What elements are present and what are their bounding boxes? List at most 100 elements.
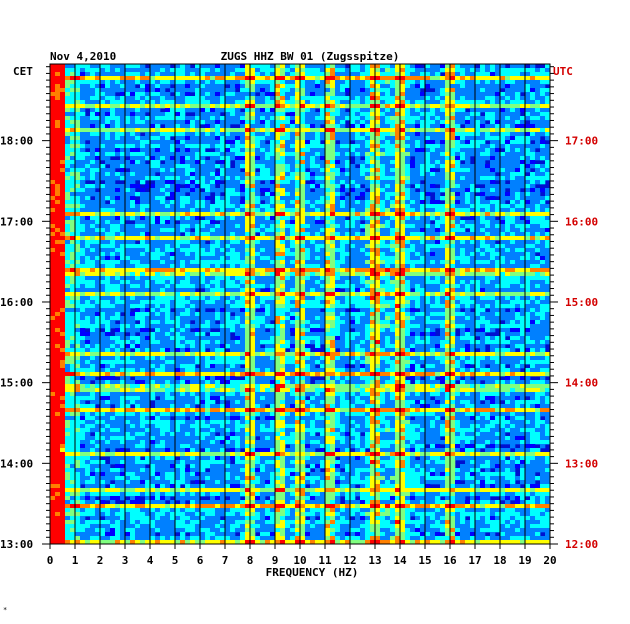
heatmap-cell <box>135 92 141 97</box>
heatmap-cell <box>405 72 411 77</box>
heatmap-cell <box>105 104 111 109</box>
heatmap-cell <box>520 96 526 101</box>
heatmap-cell <box>430 240 436 245</box>
heatmap-cell <box>490 68 496 73</box>
heatmap-cell <box>220 80 226 85</box>
heatmap-cell <box>120 128 126 133</box>
heatmap-cell <box>415 176 421 181</box>
heatmap-cell <box>65 100 71 105</box>
heatmap-cell <box>375 196 381 201</box>
heatmap-cell <box>225 164 231 169</box>
heatmap-cell <box>545 152 551 157</box>
heatmap-cell <box>225 256 231 261</box>
heatmap-cell <box>505 172 511 177</box>
heatmap-cell <box>165 92 171 97</box>
heatmap-cell <box>350 104 356 109</box>
heatmap-cell <box>250 140 256 145</box>
heatmap-cell <box>160 88 166 93</box>
heatmap-cell <box>315 124 321 129</box>
heatmap-cell <box>500 124 506 129</box>
heatmap-cell <box>410 80 416 85</box>
heatmap-cell <box>105 188 111 193</box>
heatmap-cell <box>425 228 431 233</box>
heatmap-cell <box>400 120 406 125</box>
heatmap-cell <box>55 216 61 221</box>
heatmap-cell <box>155 108 161 113</box>
heatmap-cell <box>50 104 56 109</box>
heatmap-cell <box>350 96 356 101</box>
heatmap-cell <box>275 112 281 117</box>
heatmap-cell <box>395 196 401 201</box>
heatmap-cell <box>495 128 501 133</box>
heatmap-cell <box>285 148 291 153</box>
heatmap-cell <box>50 252 56 257</box>
heatmap-cell <box>440 228 446 233</box>
heatmap-cell <box>315 200 321 205</box>
heatmap-cell <box>350 224 356 229</box>
heatmap-cell <box>440 92 446 97</box>
heatmap-cell <box>260 176 266 181</box>
heatmap-cell <box>345 116 351 121</box>
heatmap-cell <box>350 120 356 125</box>
heatmap-cell <box>490 128 496 133</box>
heatmap-cell <box>250 200 256 205</box>
heatmap-cell <box>190 260 196 265</box>
heatmap-cell <box>175 120 181 125</box>
heatmap-cell <box>265 160 271 165</box>
heatmap-cell <box>245 144 251 149</box>
heatmap-cell <box>280 92 286 97</box>
heatmap-cell <box>335 156 341 161</box>
heatmap-cell <box>375 176 381 181</box>
heatmap-cell <box>50 128 56 133</box>
heatmap-cell <box>140 116 146 121</box>
heatmap-cell <box>325 204 331 209</box>
heatmap-cell <box>180 264 186 269</box>
heatmap-cell <box>505 108 511 113</box>
heatmap-cell <box>400 96 406 101</box>
heatmap-cell <box>215 252 221 257</box>
heatmap-cell <box>300 140 306 145</box>
heatmap-cell <box>205 224 211 229</box>
heatmap-cell <box>185 220 191 225</box>
heatmap-cell <box>205 212 211 217</box>
heatmap-cell <box>225 252 231 257</box>
heatmap-cell <box>460 132 466 137</box>
heatmap-cell <box>180 168 186 173</box>
heatmap-cell <box>340 212 346 217</box>
heatmap-cell <box>465 76 471 81</box>
heatmap-cell <box>130 212 136 217</box>
heatmap-cell <box>310 168 316 173</box>
heatmap-cell <box>90 260 96 265</box>
heatmap-cell <box>235 152 241 157</box>
heatmap-cell <box>380 196 386 201</box>
heatmap-cell <box>80 220 86 225</box>
heatmap-cell <box>370 256 376 261</box>
heatmap-cell <box>285 132 291 137</box>
heatmap-cell <box>460 256 466 261</box>
heatmap-cell <box>485 232 491 237</box>
heatmap-cell <box>540 244 546 249</box>
heatmap-cell <box>200 256 206 261</box>
heatmap-cell <box>545 248 551 253</box>
heatmap-cell <box>450 64 456 69</box>
heatmap-cell <box>120 268 126 273</box>
heatmap-cell <box>435 76 441 81</box>
heatmap-cell <box>335 212 341 217</box>
heatmap-cell <box>275 104 281 109</box>
heatmap-cell <box>165 244 171 249</box>
heatmap-cell <box>90 220 96 225</box>
heatmap-cell <box>365 112 371 117</box>
heatmap-cell <box>320 72 326 77</box>
heatmap-cell <box>220 164 226 169</box>
heatmap-cell <box>170 184 176 189</box>
heatmap-cell <box>175 248 181 253</box>
heatmap-cell <box>85 264 91 269</box>
heatmap-cell <box>440 208 446 213</box>
heatmap-cell <box>405 204 411 209</box>
heatmap-cell <box>200 224 206 229</box>
heatmap-cell <box>100 168 106 173</box>
heatmap-cell <box>190 152 196 157</box>
heatmap-cell <box>85 236 91 241</box>
heatmap-cell <box>360 96 366 101</box>
heatmap-cell <box>405 152 411 157</box>
